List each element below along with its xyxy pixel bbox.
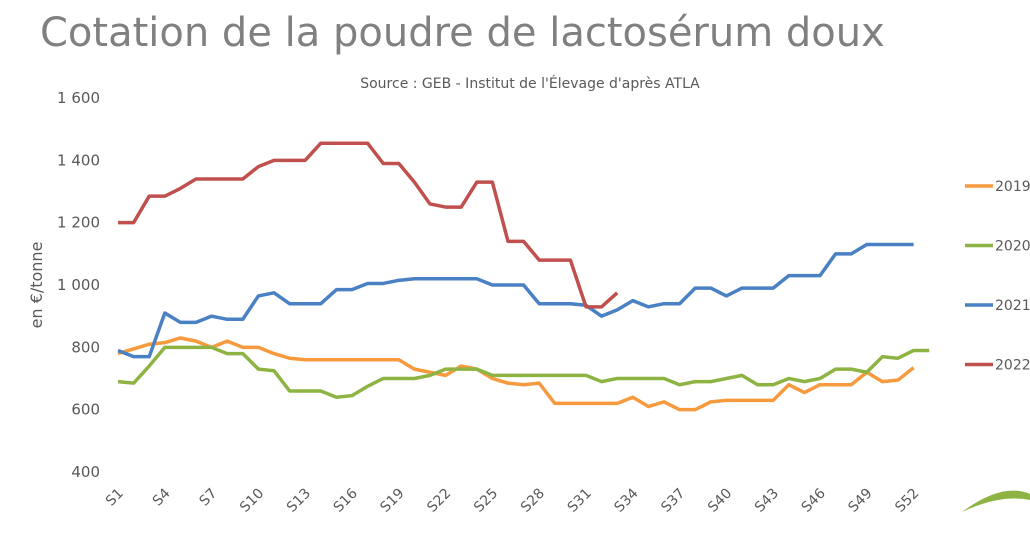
series-line bbox=[117, 336, 915, 412]
x-tick-label: S25 bbox=[471, 486, 501, 516]
x-tick-label: S13 bbox=[284, 486, 314, 516]
series-line bbox=[117, 242, 914, 359]
x-tick-label: S7 bbox=[197, 486, 221, 510]
x-tick-label: S22 bbox=[424, 486, 454, 516]
x-tick-label: S16 bbox=[331, 485, 361, 515]
x-tick-label: S34 bbox=[611, 485, 641, 515]
chart-title: Cotation de la poudre de lactosérum doux bbox=[40, 10, 885, 56]
series-line bbox=[118, 141, 619, 309]
y-tick-label: 1 200 bbox=[57, 214, 100, 232]
series-line bbox=[117, 345, 930, 399]
x-tick-label: S37 bbox=[658, 486, 688, 516]
y-tick-label: 1 600 bbox=[57, 89, 100, 107]
x-tick-label: S31 bbox=[565, 486, 595, 516]
x-tick-label: S43 bbox=[752, 486, 782, 516]
legend-label: 2021 bbox=[995, 298, 1030, 314]
y-tick-label: 800 bbox=[71, 338, 100, 356]
chart-subtitle: Source : GEB - Institut de l'Élevage d'a… bbox=[360, 75, 700, 92]
y-tick-label: 400 bbox=[71, 463, 100, 481]
x-tick-label: S4 bbox=[150, 485, 174, 509]
y-tick-label: 1 000 bbox=[57, 276, 100, 294]
x-tick-label: S1 bbox=[103, 486, 127, 510]
x-tick-label: S52 bbox=[892, 486, 922, 516]
y-tick-label: 1 400 bbox=[57, 151, 100, 169]
x-tick-label: S40 bbox=[705, 486, 735, 516]
legend-label: 2019 bbox=[995, 179, 1030, 195]
x-tick-label: S46 bbox=[799, 485, 829, 515]
x-tick-label: S28 bbox=[518, 486, 548, 516]
y-axis-label: en €/tonne bbox=[27, 242, 46, 329]
x-tick-label: S19 bbox=[377, 486, 407, 516]
logo bbox=[962, 490, 1030, 512]
x-tick-label: S49 bbox=[845, 486, 875, 516]
legend-label: 2022 bbox=[995, 358, 1030, 374]
y-tick-label: 600 bbox=[71, 401, 100, 419]
legend-label: 2020 bbox=[995, 239, 1030, 255]
x-tick-label: S10 bbox=[237, 486, 267, 516]
